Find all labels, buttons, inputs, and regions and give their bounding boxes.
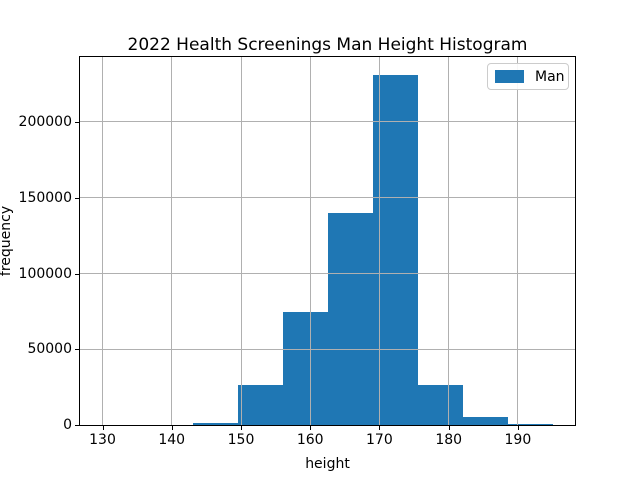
y-tick-mark	[75, 273, 79, 275]
x-tick-mark	[102, 426, 104, 430]
histogram-bar	[282, 312, 328, 425]
gridline-horizontal	[80, 348, 575, 350]
histogram-bar	[192, 423, 238, 425]
y-tick-label: 0	[63, 417, 72, 433]
plot-area	[79, 56, 576, 426]
gridline-vertical	[171, 57, 173, 425]
gridline-horizontal	[80, 273, 575, 274]
x-tick-label: 160	[296, 432, 324, 448]
gridline-horizontal	[80, 121, 575, 123]
gridline-vertical	[309, 57, 311, 425]
legend: Man	[487, 63, 569, 90]
gridline-vertical	[240, 57, 242, 425]
bars-layer	[80, 57, 575, 425]
x-tick-mark	[379, 426, 381, 430]
y-tick-label: 150000	[18, 189, 72, 206]
x-tick-label: 130	[89, 432, 116, 448]
x-tick-mark	[241, 426, 242, 430]
y-tick-mark	[75, 121, 79, 123]
histogram-bar	[237, 385, 283, 425]
histogram-bar	[327, 213, 373, 425]
y-tick-label: 200000	[18, 113, 72, 130]
x-tick-label: 180	[435, 432, 463, 448]
grid-layer	[80, 57, 575, 425]
gridline-horizontal	[80, 197, 575, 199]
chart-title: 2022 Health Screenings Man Height Histog…	[127, 35, 528, 55]
x-tick-label: 190	[504, 432, 532, 448]
legend-patch-man-icon	[495, 70, 524, 83]
gridline-vertical	[102, 57, 103, 425]
y-tick-label: 100000	[18, 265, 72, 282]
y-tick-mark	[75, 425, 79, 426]
histogram-bar	[372, 74, 418, 425]
y-tick-label: 50000	[27, 341, 72, 358]
legend-label-man: Man	[535, 68, 565, 85]
x-axis-label: height	[305, 456, 350, 472]
histogram-bar	[417, 385, 463, 425]
gridline-vertical	[448, 57, 450, 425]
x-tick-mark	[310, 426, 312, 430]
gridline-vertical	[517, 57, 519, 425]
x-tick-mark	[171, 426, 173, 430]
x-tick-label: 140	[158, 432, 186, 448]
histogram-bar	[462, 417, 508, 425]
x-tick-label: 150	[227, 432, 255, 448]
x-tick-mark	[517, 426, 519, 430]
y-tick-mark	[75, 197, 79, 199]
x-tick-label: 170	[366, 432, 393, 448]
y-tick-mark	[75, 349, 79, 351]
x-tick-mark	[448, 426, 450, 430]
gridline-vertical	[378, 57, 380, 425]
histogram-bar	[507, 423, 553, 425]
